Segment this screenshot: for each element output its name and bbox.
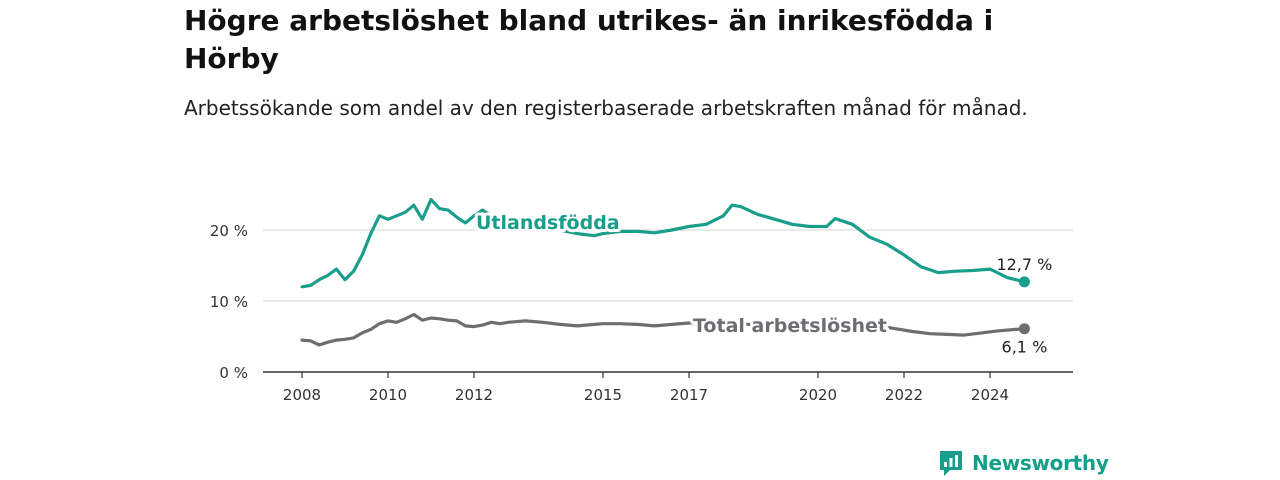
chart-subtitle: Arbetssökande som andel av den registerb…	[184, 96, 1028, 120]
grid-layer	[263, 229, 1073, 378]
series-name-halo-total: Total arbetslöshet	[693, 315, 887, 337]
chart-title: Högre arbetslöshet bland utrikes- än inr…	[184, 4, 994, 75]
newsworthy-logo: Newsworthy	[938, 449, 1109, 477]
x-tick-label: 2020	[799, 386, 837, 404]
x-tick-label: 2024	[971, 386, 1009, 404]
series-end-dot-utlandsfodda	[1018, 276, 1030, 288]
series-name-halo-utlandsfodda: Utlandsfödda	[476, 212, 620, 234]
end-value-label-utlandsfodda: 12,7 %	[996, 255, 1052, 274]
newsworthy-logo-text: Newsworthy	[972, 451, 1109, 475]
x-tick-label: 2010	[369, 386, 407, 404]
x-tick-label: 2012	[455, 386, 493, 404]
y-tick-label: 0 %	[219, 364, 248, 382]
series-name-utlandsfodda: Utlandsfödda	[476, 212, 620, 234]
y-tick-label: 20 %	[210, 222, 248, 240]
x-tick-label: 2022	[885, 386, 923, 404]
series-line-utlandsfodda	[300, 197, 1026, 289]
line-layer	[300, 197, 1030, 347]
newsworthy-logo-icon	[940, 451, 962, 476]
series-line-total	[300, 312, 1026, 347]
end-value-label-total: 6,1 %	[1002, 338, 1048, 357]
label-layer: 0 % 10 % 20 % 2008 2010 2012 2015 2017 2020 2022 2…	[210, 209, 1052, 404]
series-name-total: Total arbetslöshet	[693, 315, 887, 337]
x-tick-label: 2015	[584, 386, 622, 404]
y-tick-label: 10 %	[210, 293, 248, 311]
x-tick-label: 2017	[670, 386, 708, 404]
x-tick-label: 2008	[283, 386, 321, 404]
series-end-dot-total	[1018, 323, 1030, 335]
line-chart: 0 % 10 % 20 % 2008 2010 2012 2015 2017 2020 2022 2…	[210, 197, 1073, 404]
